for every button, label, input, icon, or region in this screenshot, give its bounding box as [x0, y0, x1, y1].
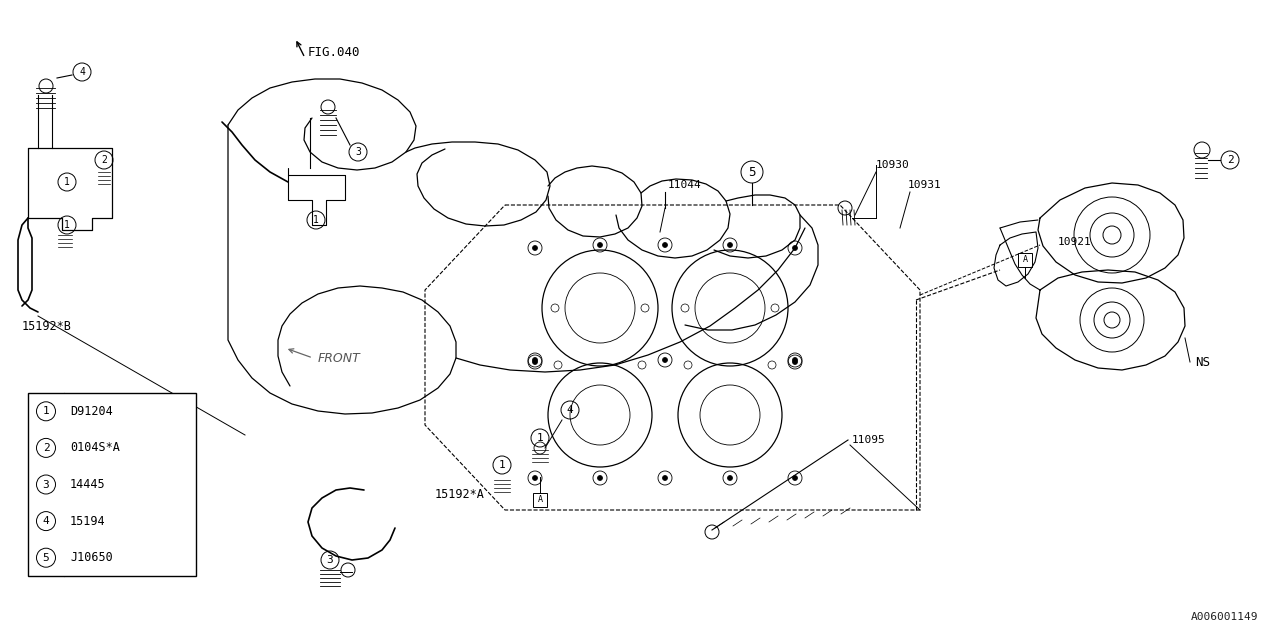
- Text: 0104S*A: 0104S*A: [70, 442, 120, 454]
- Text: 1: 1: [42, 406, 50, 416]
- Circle shape: [727, 243, 732, 248]
- Circle shape: [598, 243, 603, 248]
- Text: 14445: 14445: [70, 478, 106, 491]
- Text: D91204: D91204: [70, 405, 113, 418]
- Text: 3: 3: [355, 147, 361, 157]
- Text: 4: 4: [567, 405, 573, 415]
- Text: 2: 2: [1226, 155, 1234, 165]
- Text: A: A: [538, 495, 543, 504]
- Text: 1: 1: [536, 433, 544, 443]
- Text: J10650: J10650: [70, 551, 113, 564]
- Text: A: A: [1023, 255, 1028, 264]
- Text: 1: 1: [314, 215, 319, 225]
- Text: 11044: 11044: [668, 180, 701, 190]
- Circle shape: [727, 476, 732, 481]
- Text: 11095: 11095: [852, 435, 886, 445]
- Circle shape: [663, 243, 667, 248]
- Circle shape: [663, 476, 667, 481]
- Circle shape: [792, 476, 797, 481]
- Text: FRONT: FRONT: [317, 351, 361, 365]
- Text: 10931: 10931: [908, 180, 942, 190]
- Text: 4: 4: [42, 516, 50, 526]
- Bar: [28, 393, 196, 576]
- Text: 10930: 10930: [876, 160, 910, 170]
- Text: 1: 1: [64, 177, 70, 187]
- Circle shape: [792, 358, 797, 362]
- Text: 1: 1: [499, 460, 506, 470]
- Text: 15192*A: 15192*A: [435, 488, 485, 502]
- Text: NS: NS: [1196, 355, 1210, 369]
- Text: 2: 2: [42, 443, 50, 453]
- Text: 4: 4: [79, 67, 84, 77]
- Circle shape: [598, 476, 603, 481]
- Circle shape: [532, 476, 538, 481]
- Circle shape: [792, 246, 797, 250]
- Text: FIG.040: FIG.040: [308, 45, 361, 58]
- Text: 2: 2: [101, 155, 108, 165]
- Bar: [532, 493, 547, 507]
- Text: 3: 3: [326, 555, 333, 565]
- Text: 5: 5: [749, 166, 755, 179]
- Circle shape: [532, 360, 538, 365]
- Circle shape: [532, 246, 538, 250]
- Text: A006001149: A006001149: [1190, 612, 1258, 622]
- Text: 10921: 10921: [1059, 237, 1092, 247]
- Text: 5: 5: [42, 553, 50, 563]
- Text: 1: 1: [64, 220, 70, 230]
- Circle shape: [792, 360, 797, 365]
- Text: 15192*B: 15192*B: [22, 320, 72, 333]
- Text: 3: 3: [42, 479, 50, 490]
- Text: 15194: 15194: [70, 515, 106, 527]
- Circle shape: [532, 358, 538, 362]
- Circle shape: [663, 358, 667, 362]
- Bar: [1018, 253, 1032, 267]
